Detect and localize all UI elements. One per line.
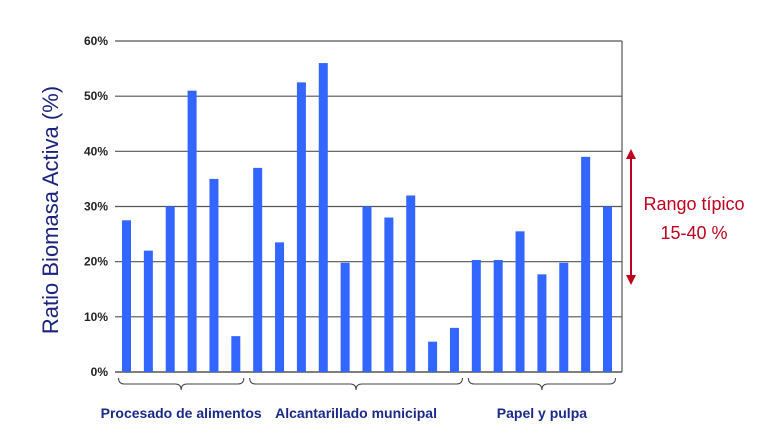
range-label-value: 15-40 %	[660, 223, 727, 243]
bar	[406, 195, 416, 372]
group-brace	[117, 377, 245, 391]
bar	[296, 82, 306, 372]
range-arrow-head-bottom	[626, 275, 636, 285]
group-labels: Procesado de alimentos Alcantarillado mun…	[101, 405, 588, 421]
group-label: Papel y pulpa	[497, 405, 587, 421]
group-label: Alcantarillado municipal	[275, 405, 437, 421]
bar	[449, 327, 459, 372]
bar	[209, 178, 219, 372]
bar	[603, 206, 612, 372]
bar	[515, 231, 525, 372]
bar	[231, 336, 241, 372]
group-brace	[249, 377, 464, 391]
bar	[340, 262, 350, 372]
bar	[559, 262, 569, 372]
bar	[275, 242, 285, 372]
bar	[362, 206, 372, 372]
bar	[165, 206, 175, 372]
range-label-title: Rango típico	[643, 194, 744, 214]
bars	[122, 63, 612, 373]
range-annotation: Rango típico 15-40 %	[626, 149, 745, 285]
group-brace	[467, 377, 617, 391]
y-tick-label: 50%	[84, 89, 108, 103]
bar	[143, 250, 153, 372]
y-tick-label: 40%	[84, 144, 108, 158]
bar	[187, 90, 197, 373]
y-tick-label: 30%	[84, 200, 108, 214]
bar	[428, 341, 438, 372]
group-braces	[117, 377, 617, 391]
y-tick-labels: 0% 10% 20% 30% 40% 50% 60%	[84, 34, 108, 379]
bar	[384, 217, 394, 372]
y-tick-label: 10%	[84, 310, 108, 324]
y-axis-label: Ratio Biomasa Activa (%)	[38, 86, 63, 334]
group-label: Procesado de alimentos	[101, 405, 262, 421]
range-arrow-head-top	[626, 149, 636, 159]
y-tick-label: 0%	[91, 365, 109, 379]
bar	[318, 63, 328, 373]
bar	[537, 274, 547, 372]
bar	[471, 260, 481, 372]
y-tick-label: 60%	[84, 34, 108, 48]
bar	[493, 260, 503, 372]
bar	[253, 167, 263, 372]
bar	[122, 220, 131, 372]
y-tick-label: 20%	[84, 255, 108, 269]
bar	[581, 156, 591, 372]
